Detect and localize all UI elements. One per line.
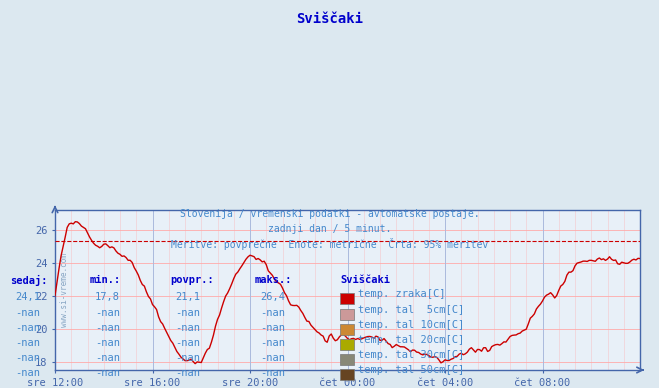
Text: -nan: -nan — [15, 338, 40, 348]
Text: Slovenija / vremenski podatki - avtomatske postaje.: Slovenija / vremenski podatki - avtomats… — [180, 209, 479, 219]
Text: zadnji dan / 5 minut.: zadnji dan / 5 minut. — [268, 224, 391, 234]
Text: temp. tal  5cm[C]: temp. tal 5cm[C] — [358, 305, 464, 315]
Text: -nan: -nan — [175, 368, 200, 378]
Text: 24,1: 24,1 — [15, 292, 40, 302]
Text: -nan: -nan — [175, 323, 200, 333]
Text: temp. tal 50cm[C]: temp. tal 50cm[C] — [358, 365, 464, 375]
Text: temp. tal 30cm[C]: temp. tal 30cm[C] — [358, 350, 464, 360]
Text: min.:: min.: — [90, 275, 121, 285]
Text: -nan: -nan — [260, 368, 285, 378]
Text: -nan: -nan — [260, 323, 285, 333]
Text: -nan: -nan — [260, 308, 285, 318]
Text: -nan: -nan — [15, 308, 40, 318]
Text: 17,8: 17,8 — [95, 292, 120, 302]
Text: -nan: -nan — [260, 338, 285, 348]
Text: -nan: -nan — [175, 308, 200, 318]
Text: -nan: -nan — [175, 353, 200, 363]
Text: www.si-vreme.com: www.si-vreme.com — [60, 253, 69, 327]
Text: -nan: -nan — [95, 308, 120, 318]
Text: temp. zraka[C]: temp. zraka[C] — [358, 289, 445, 299]
Text: -nan: -nan — [15, 323, 40, 333]
Text: -nan: -nan — [260, 353, 285, 363]
Text: Meritve: povprečne  Enote: metrične  Črta: 95% meritev: Meritve: povprečne Enote: metrične Črta:… — [171, 238, 488, 250]
Text: -nan: -nan — [15, 353, 40, 363]
Text: -nan: -nan — [95, 338, 120, 348]
Text: temp. tal 20cm[C]: temp. tal 20cm[C] — [358, 335, 464, 345]
Text: Sviščaki: Sviščaki — [340, 275, 390, 285]
Text: -nan: -nan — [95, 353, 120, 363]
Text: povpr.:: povpr.: — [170, 275, 214, 285]
Text: -nan: -nan — [95, 368, 120, 378]
Text: 21,1: 21,1 — [175, 292, 200, 302]
Text: -nan: -nan — [15, 368, 40, 378]
Text: -nan: -nan — [175, 338, 200, 348]
Text: 26,4: 26,4 — [260, 292, 285, 302]
Text: temp. tal 10cm[C]: temp. tal 10cm[C] — [358, 320, 464, 330]
Text: Sviščaki: Sviščaki — [296, 12, 363, 26]
Text: sedaj:: sedaj: — [10, 275, 47, 286]
Text: -nan: -nan — [95, 323, 120, 333]
Text: maks.:: maks.: — [255, 275, 293, 285]
